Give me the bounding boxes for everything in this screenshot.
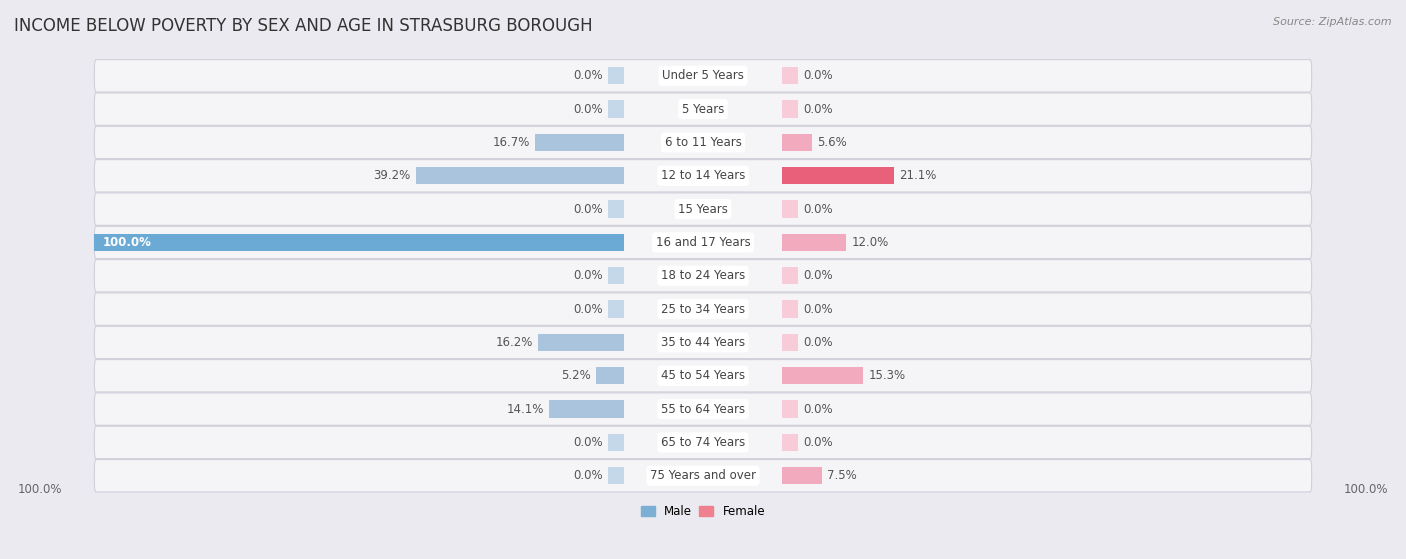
FancyBboxPatch shape: [94, 93, 1312, 125]
Bar: [548, 400, 624, 418]
FancyBboxPatch shape: [94, 293, 1312, 325]
Text: 0.0%: 0.0%: [572, 202, 602, 216]
Text: 12 to 14 Years: 12 to 14 Years: [661, 169, 745, 182]
Text: 100.0%: 100.0%: [103, 236, 152, 249]
Text: Under 5 Years: Under 5 Years: [662, 69, 744, 82]
FancyBboxPatch shape: [94, 126, 1312, 159]
FancyBboxPatch shape: [94, 393, 1312, 425]
FancyBboxPatch shape: [94, 326, 1312, 358]
Text: 0.0%: 0.0%: [804, 402, 834, 415]
Bar: [782, 134, 813, 151]
Bar: [607, 267, 624, 285]
Bar: [782, 434, 799, 451]
Text: 0.0%: 0.0%: [804, 302, 834, 316]
Bar: [607, 201, 624, 218]
Text: INCOME BELOW POVERTY BY SEX AND AGE IN STRASBURG BOROUGH: INCOME BELOW POVERTY BY SEX AND AGE IN S…: [14, 17, 593, 35]
Text: 0.0%: 0.0%: [572, 103, 602, 116]
Bar: [782, 300, 799, 318]
Bar: [782, 267, 799, 285]
FancyBboxPatch shape: [94, 459, 1312, 492]
Text: 16.2%: 16.2%: [495, 336, 533, 349]
Text: 75 Years and over: 75 Years and over: [650, 469, 756, 482]
Bar: [607, 467, 624, 485]
Text: 100.0%: 100.0%: [18, 484, 62, 496]
Bar: [782, 334, 799, 351]
Bar: [94, 234, 624, 251]
Text: Source: ZipAtlas.com: Source: ZipAtlas.com: [1274, 17, 1392, 27]
Text: 0.0%: 0.0%: [804, 202, 834, 216]
Text: 0.0%: 0.0%: [804, 103, 834, 116]
Bar: [782, 467, 823, 485]
Bar: [536, 134, 624, 151]
Text: 16.7%: 16.7%: [492, 136, 530, 149]
Text: 7.5%: 7.5%: [827, 469, 858, 482]
Bar: [596, 367, 624, 385]
Text: 18 to 24 Years: 18 to 24 Years: [661, 269, 745, 282]
Text: 65 to 74 Years: 65 to 74 Years: [661, 436, 745, 449]
Text: 15 Years: 15 Years: [678, 202, 728, 216]
Bar: [538, 334, 624, 351]
Text: 100.0%: 100.0%: [1344, 484, 1388, 496]
Text: 45 to 54 Years: 45 to 54 Years: [661, 369, 745, 382]
Bar: [607, 67, 624, 84]
Bar: [782, 234, 846, 251]
Text: 39.2%: 39.2%: [374, 169, 411, 182]
Text: 21.1%: 21.1%: [900, 169, 936, 182]
FancyBboxPatch shape: [94, 259, 1312, 292]
Bar: [607, 300, 624, 318]
Text: 0.0%: 0.0%: [572, 302, 602, 316]
Text: 0.0%: 0.0%: [572, 269, 602, 282]
Bar: [782, 101, 799, 118]
Bar: [782, 67, 799, 84]
Bar: [782, 400, 799, 418]
Bar: [782, 167, 894, 184]
Text: 5.2%: 5.2%: [561, 369, 591, 382]
FancyBboxPatch shape: [94, 427, 1312, 458]
Text: 12.0%: 12.0%: [851, 236, 889, 249]
FancyBboxPatch shape: [94, 226, 1312, 259]
Text: 25 to 34 Years: 25 to 34 Years: [661, 302, 745, 316]
Text: 14.1%: 14.1%: [506, 402, 544, 415]
Text: 0.0%: 0.0%: [572, 69, 602, 82]
Text: 35 to 44 Years: 35 to 44 Years: [661, 336, 745, 349]
Text: 16 and 17 Years: 16 and 17 Years: [655, 236, 751, 249]
Text: 0.0%: 0.0%: [572, 436, 602, 449]
Text: 0.0%: 0.0%: [804, 69, 834, 82]
Text: 0.0%: 0.0%: [804, 436, 834, 449]
Bar: [782, 201, 799, 218]
Bar: [782, 367, 863, 385]
Text: 5 Years: 5 Years: [682, 103, 724, 116]
Bar: [607, 434, 624, 451]
FancyBboxPatch shape: [94, 359, 1312, 392]
Text: 6 to 11 Years: 6 to 11 Years: [665, 136, 741, 149]
Text: 15.3%: 15.3%: [869, 369, 905, 382]
FancyBboxPatch shape: [94, 160, 1312, 192]
Text: 0.0%: 0.0%: [804, 269, 834, 282]
FancyBboxPatch shape: [94, 60, 1312, 92]
Legend: Male, Female: Male, Female: [636, 500, 770, 523]
Bar: [416, 167, 624, 184]
Bar: [607, 101, 624, 118]
Text: 5.6%: 5.6%: [817, 136, 846, 149]
Text: 0.0%: 0.0%: [804, 336, 834, 349]
Text: 55 to 64 Years: 55 to 64 Years: [661, 402, 745, 415]
Text: 0.0%: 0.0%: [572, 469, 602, 482]
FancyBboxPatch shape: [94, 193, 1312, 225]
